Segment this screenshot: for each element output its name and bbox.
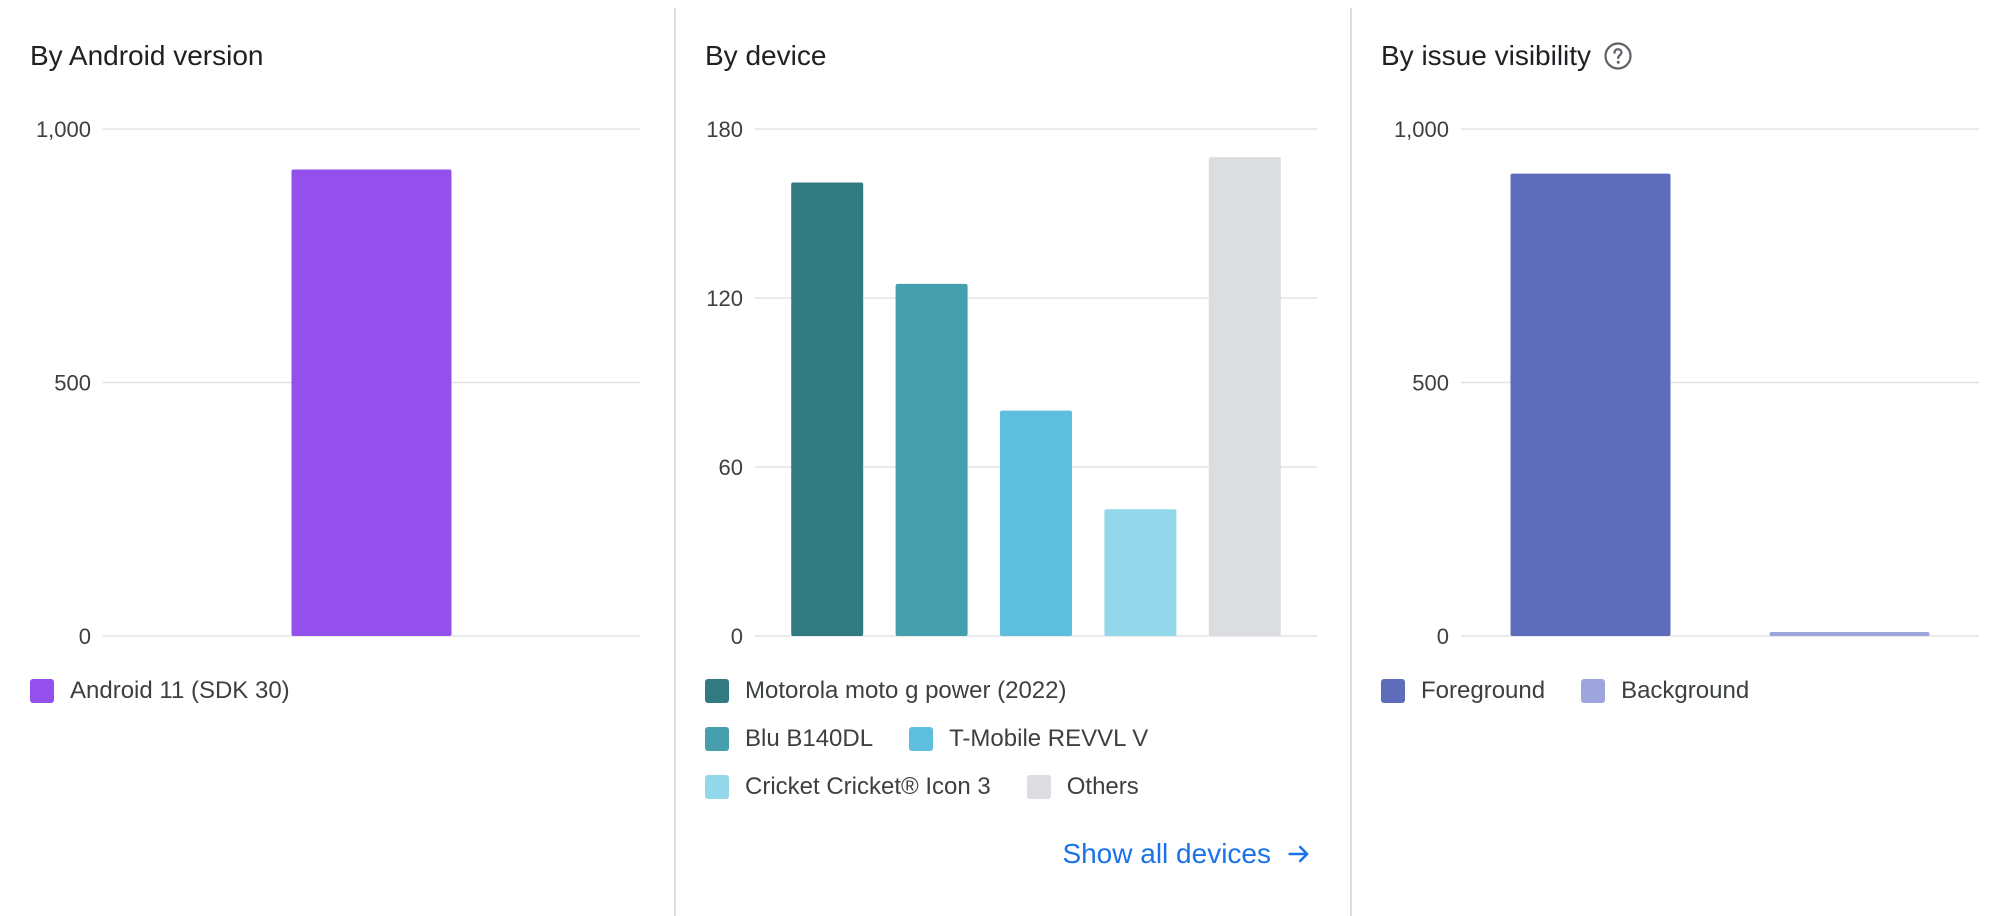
y-tick-label: 0 [1437, 624, 1449, 649]
legend-label: Others [1066, 773, 1139, 800]
bar-background[interactable] [1769, 631, 1930, 636]
legend-item-t-mobile-revvl-v[interactable]: T-Mobile REVVL V [909, 724, 1148, 754]
help-circle-icon[interactable] [1603, 41, 1633, 71]
device-legend: Motorola moto g power (2022) Blu B140DL T-… [705, 676, 1331, 802]
legend-item-background[interactable]: Background [1581, 676, 1749, 706]
legend-label: Motorola moto g power (2022) [745, 677, 1067, 704]
device-chart-svg: 0 60 120 180 [706, 117, 1317, 649]
y-tick-label: 500 [1412, 371, 1449, 396]
y-tick-label: 0 [731, 624, 743, 649]
y-tick-label: 1,000 [36, 117, 91, 142]
legend-item-foreground[interactable]: Foreground [1381, 676, 1545, 706]
y-tick-label: 1,000 [1394, 117, 1449, 142]
device-title-text: By device [705, 40, 827, 71]
y-tick-label: 500 [54, 371, 91, 396]
y-tick-label: 180 [706, 117, 743, 142]
android-version-legend: Android 11 (SDK 30) [30, 676, 655, 706]
bar-t-mobile-revvl-v[interactable] [1000, 410, 1072, 636]
legend-item-motorola-moto-g-power-2022[interactable]: Motorola moto g power (2022) [705, 676, 1331, 706]
legend-label: Cricket Cricket® Icon 3 [745, 773, 991, 800]
legend-label: Background [1621, 677, 1750, 704]
issue-visibility-panel: By issue visibility 0 500 1,000 Foreground… [1351, 0, 2000, 916]
legend-swatch [1381, 679, 1405, 703]
show-all-devices-link[interactable]: Show all devices [1062, 838, 1313, 870]
issue-visibility-title-text: By issue visibility [1381, 40, 1592, 71]
issue-visibility-legend: Foreground Background [1381, 676, 1980, 706]
issue-visibility-title: By issue visibility [1381, 40, 1633, 72]
bar-motorola-moto-g-power-2022[interactable] [791, 182, 864, 636]
y-tick-label: 60 [719, 455, 743, 480]
legend-swatch [705, 775, 729, 799]
panel-divider [674, 8, 676, 916]
legend-swatch [909, 727, 934, 751]
device-panel: By device 0 60 120 180 Motorola moto g powe… [675, 0, 1351, 916]
y-tick-label: 0 [79, 624, 91, 649]
device-title: By device [705, 40, 826, 72]
android-version-title-text: By Android version [30, 40, 264, 71]
legend-item-blu-b140dl[interactable]: Blu B140DL [705, 724, 873, 754]
legend-swatch [30, 679, 54, 703]
bar-android-11-sdk-30[interactable] [291, 169, 452, 636]
bar-others[interactable] [1208, 157, 1281, 636]
issue-visibility-chart-svg: 0 500 1,000 [1394, 117, 1979, 649]
bar-blu-b140dl[interactable] [895, 283, 968, 636]
y-tick-label: 120 [706, 286, 743, 311]
legend-label: Foreground [1421, 677, 1546, 704]
issue-visibility-chart: 0 500 1,000 [1351, 100, 2000, 660]
show-all-devices-label: Show all devices [1062, 838, 1271, 869]
panel-divider [1350, 8, 1352, 916]
legend-swatch [1026, 775, 1051, 799]
legend-swatch [1581, 679, 1606, 703]
android-version-chart: 0 500 1,000 [0, 100, 675, 660]
legend-item-cricket-cricket-icon-3[interactable]: Cricket Cricket® Icon 3 [705, 772, 991, 802]
bar-cricket-cricket-icon-3[interactable] [1104, 509, 1177, 636]
android-version-panel: By Android version 0 500 1,000 Android 11 … [0, 0, 675, 916]
legend-label: T-Mobile REVVL V [949, 725, 1149, 752]
legend-label: Android 11 (SDK 30) [70, 677, 290, 704]
bar-foreground[interactable] [1510, 173, 1671, 636]
legend-item-others[interactable]: Others [1026, 772, 1139, 802]
arrow-right-icon [1288, 845, 1309, 863]
legend-item-android-11-sdk-30[interactable]: Android 11 (SDK 30) [30, 676, 290, 706]
device-chart: 0 60 120 180 [675, 100, 1351, 660]
legend-swatch [705, 679, 729, 703]
android-version-title: By Android version [30, 40, 263, 72]
legend-swatch [705, 727, 729, 751]
android-version-chart-svg: 0 500 1,000 [36, 117, 640, 649]
legend-label: Blu B140DL [745, 725, 874, 752]
